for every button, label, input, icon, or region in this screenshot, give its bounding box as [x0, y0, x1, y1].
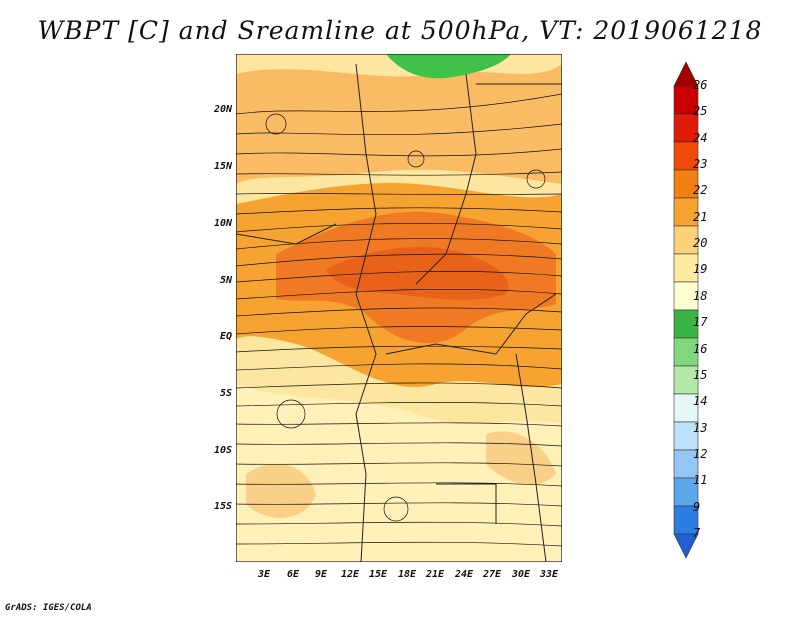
colorbar-label: 16	[693, 341, 708, 356]
colorbar-label: 24	[693, 130, 708, 145]
colorbar-swatch	[673, 253, 699, 283]
colorbar-swatch	[673, 309, 699, 339]
lat-tick-label: 5S	[219, 388, 232, 399]
lon-tick-label: 3E	[257, 569, 271, 580]
colorbar-label: 13	[693, 420, 708, 435]
colorbar-swatch	[673, 393, 699, 423]
colorbar	[673, 61, 699, 559]
wbpt-23c-patch	[326, 246, 509, 300]
colorbar-swatch	[673, 365, 699, 395]
colorbar-swatch	[673, 85, 699, 115]
colorbar-label: 11	[693, 473, 708, 488]
colorbar-label: 25	[693, 104, 708, 119]
colorbar-label: 14	[693, 394, 708, 409]
map-title: WBPT [C] and Sreamline at 500hPa, VT: 20…	[37, 16, 763, 45]
colorbar-swatch	[673, 477, 699, 507]
colorbar-label: 9	[693, 499, 701, 514]
colorbar-label: 15	[693, 367, 708, 382]
lat-tick-label: 10S	[213, 445, 232, 456]
lon-tick-label: 30E	[511, 569, 531, 580]
lat-tick-label: EQ	[219, 331, 232, 342]
colorbar-label: 12	[693, 446, 708, 461]
colorbar-label: 26	[693, 78, 708, 92]
colorbar-label: 23	[693, 157, 708, 172]
lon-tick-label: 33E	[539, 569, 559, 580]
colorbar-swatch	[673, 281, 699, 311]
colorbar-label: 22	[693, 183, 708, 198]
wbpt-20c-north	[236, 64, 562, 184]
lat-tick-label: 15N	[213, 161, 232, 172]
map-panel	[236, 54, 562, 562]
colorbar-swatch	[673, 421, 699, 451]
colorbar-swatch	[673, 505, 699, 535]
lat-tick-label: 5N	[219, 275, 232, 286]
colorbar-label: 21	[693, 209, 708, 224]
lon-tick-label: 6E	[286, 569, 300, 580]
colorbar-swatch	[673, 197, 699, 227]
colorbar-swatch	[673, 225, 699, 255]
colorbar-label: 19	[693, 262, 708, 277]
lon-tick-label: 15E	[368, 569, 388, 580]
lon-tick-label: 9E	[314, 569, 328, 580]
lon-tick-label: 12E	[340, 569, 360, 580]
colorbar-label: 20	[693, 236, 708, 251]
colorbar-label: 17	[693, 315, 708, 330]
colorbar-swatch	[673, 533, 699, 559]
lat-tick-label: 20N	[213, 104, 232, 115]
colorbar-swatch	[673, 449, 699, 479]
lat-tick-label: 10N	[213, 218, 232, 229]
lat-tick-label: 15S	[213, 501, 232, 512]
footer-credit: GrADS: IGES/COLA	[5, 603, 92, 613]
streamlines	[236, 93, 562, 547]
colorbar-label: 18	[693, 288, 708, 303]
wbpt-20c-east-patch	[486, 431, 556, 485]
lon-tick-label: 27E	[482, 569, 502, 580]
wbpt-19c-south	[236, 384, 562, 562]
lon-tick-label: 21E	[425, 569, 445, 580]
lon-tick-label: 24E	[454, 569, 474, 580]
country-borders	[236, 63, 562, 562]
wbpt-17c-area	[386, 54, 511, 79]
colorbar-label: 7	[693, 526, 701, 540]
lon-tick-label: 18E	[397, 569, 417, 580]
